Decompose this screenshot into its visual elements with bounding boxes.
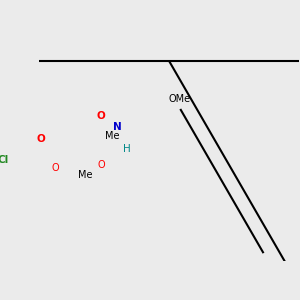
Text: Me: Me <box>78 170 92 180</box>
Text: Cl: Cl <box>0 155 9 165</box>
Text: OMe: OMe <box>169 94 191 103</box>
Text: Me: Me <box>105 131 119 141</box>
Text: N: N <box>113 122 122 132</box>
Text: H: H <box>123 145 130 154</box>
Text: O: O <box>97 160 105 170</box>
Text: O: O <box>37 134 45 144</box>
Text: O: O <box>97 111 106 121</box>
Text: O: O <box>51 163 59 173</box>
